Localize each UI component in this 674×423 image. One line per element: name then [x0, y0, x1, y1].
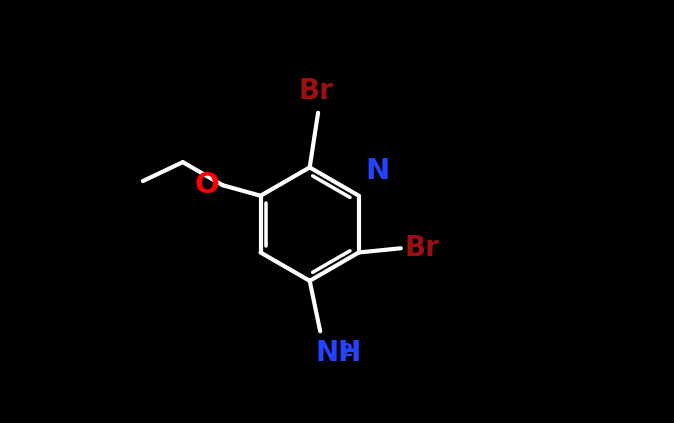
Text: Br: Br [299, 77, 334, 105]
Text: 2: 2 [340, 342, 353, 360]
Text: N: N [365, 157, 390, 185]
Text: Br: Br [404, 234, 439, 262]
Text: O: O [195, 171, 219, 199]
Text: NH: NH [316, 339, 362, 367]
